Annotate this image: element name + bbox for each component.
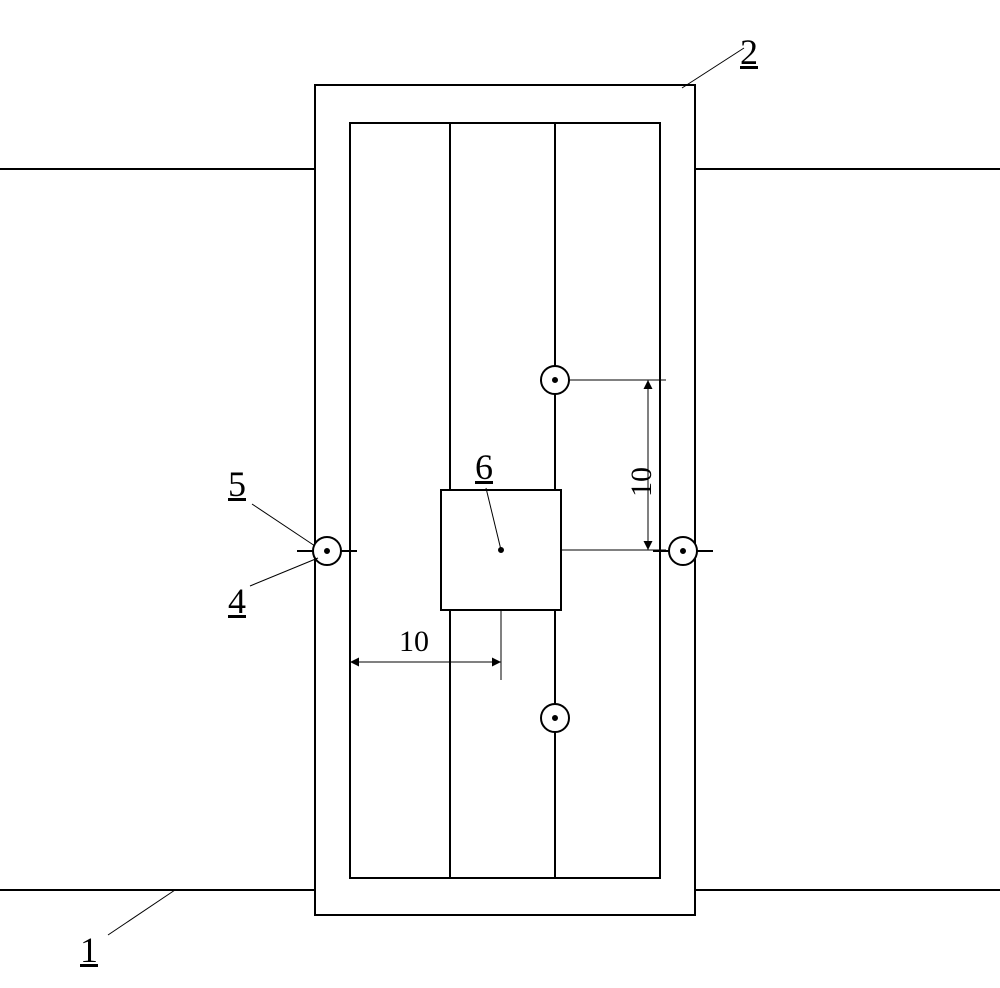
callout-4: 4 [228, 580, 246, 622]
callout-2: 2 [740, 31, 758, 73]
callout-1: 1 [80, 929, 98, 971]
diagram-canvas: 10 10 1 2 4 5 6 [0, 0, 1000, 988]
dim-horizontal-value: 10 [399, 625, 429, 659]
diagram-svg [0, 0, 1000, 988]
dim-vertical-value: 10 [625, 467, 659, 497]
callout-5: 5 [228, 463, 246, 505]
callout-6: 6 [475, 446, 493, 488]
